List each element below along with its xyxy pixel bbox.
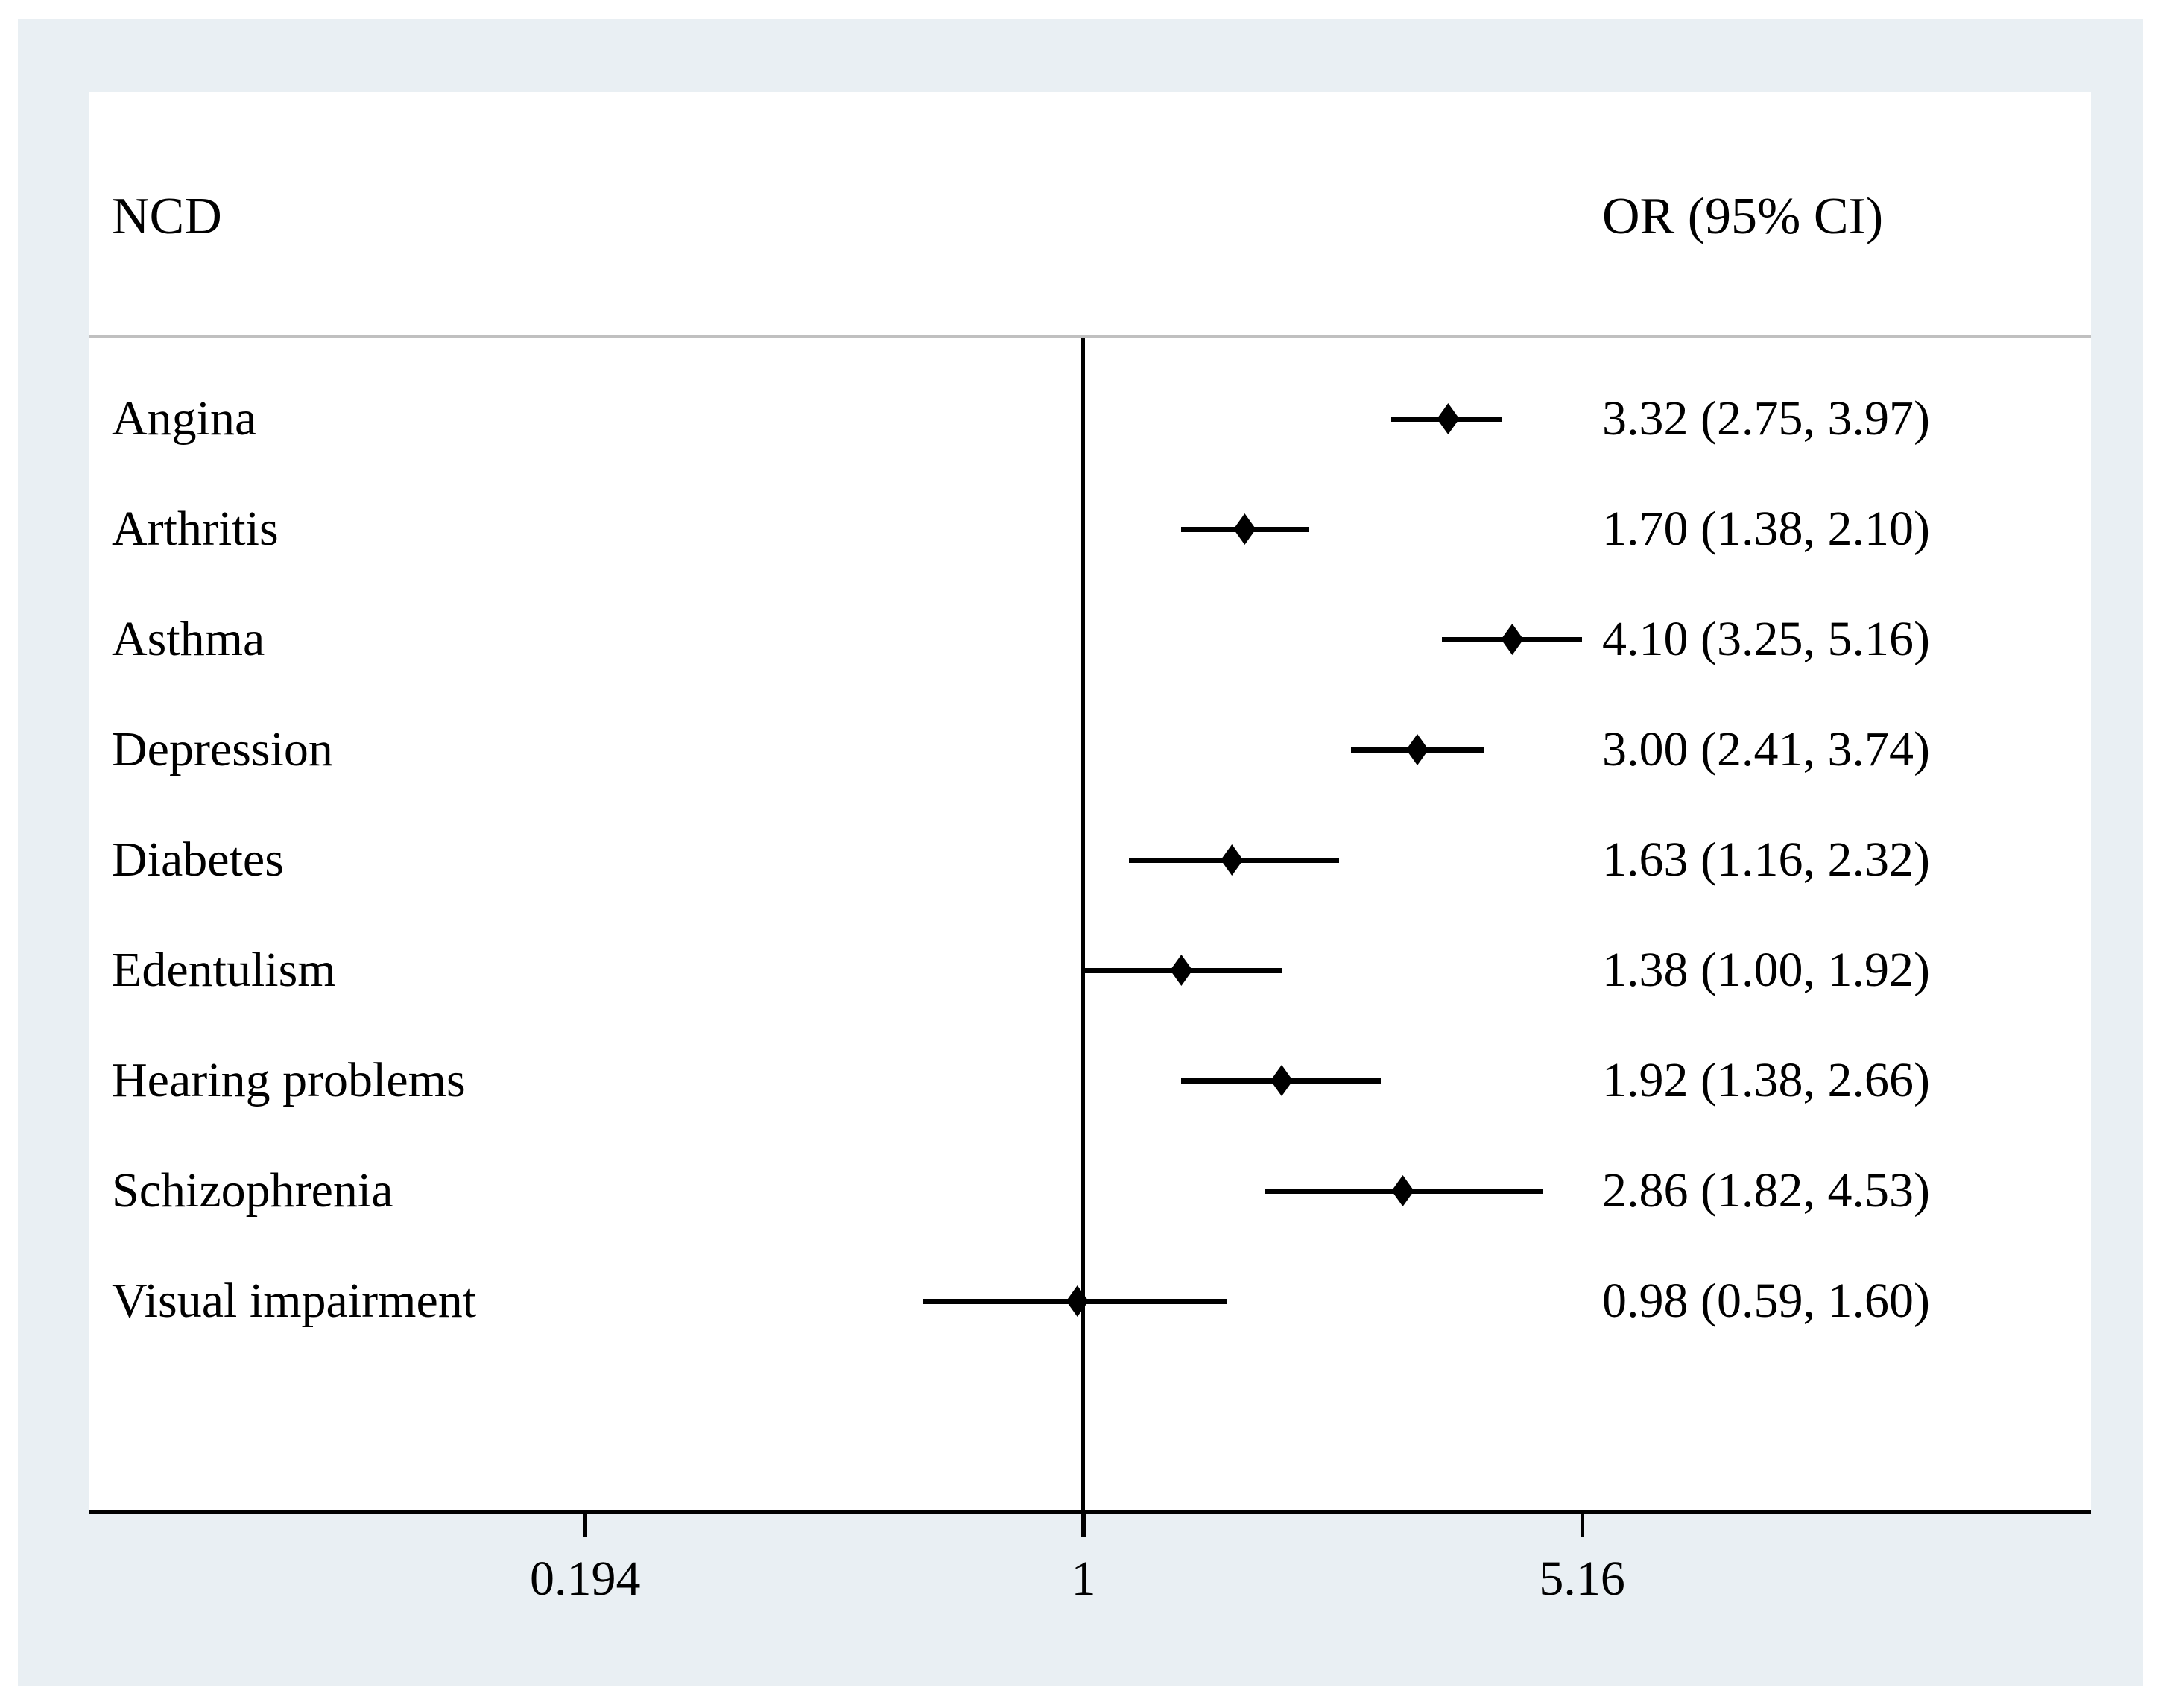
row-label-edentulism: Edentulism xyxy=(112,943,336,997)
or-value-arthritis: 1.70 (1.38, 2.10) xyxy=(1602,502,1930,556)
or-diamond-marker-visual-impairment xyxy=(1066,1285,1089,1317)
x-axis-tick-label-0.194: 0.194 xyxy=(529,1552,641,1606)
or-diamond-marker-asthma xyxy=(1501,624,1524,655)
or-value-diabetes: 1.63 (1.16, 2.32) xyxy=(1602,832,1930,887)
or-value-depression: 3.00 (2.41, 3.74) xyxy=(1602,722,1930,776)
x-axis-tick-label-1: 1 xyxy=(1071,1552,1096,1606)
or-diamond-marker-hearing-problems xyxy=(1271,1065,1294,1096)
row-label-hearing-problems: Hearing problems xyxy=(112,1053,466,1107)
row-label-depression: Depression xyxy=(112,722,333,776)
x-axis-tick-label-5.16: 5.16 xyxy=(1539,1552,1625,1606)
row-label-visual-impairment: Visual impairment xyxy=(112,1274,477,1328)
x-axis-tick-0.194 xyxy=(583,1514,588,1537)
x-axis-line xyxy=(89,1510,2091,1514)
row-label-asthma: Asthma xyxy=(112,612,265,666)
or-value-visual-impairment: 0.98 (0.59, 1.60) xyxy=(1602,1274,1930,1328)
or-diamond-marker-edentulism xyxy=(1170,955,1193,986)
or-value-hearing-problems: 1.92 (1.38, 2.66) xyxy=(1602,1053,1930,1107)
row-label-arthritis: Arthritis xyxy=(112,502,279,556)
or-diamond-marker-diabetes xyxy=(1221,844,1244,876)
x-axis-tick-5.16 xyxy=(1581,1514,1585,1537)
or-diamond-marker-arthritis xyxy=(1233,513,1256,545)
plot-panel: NCD OR (95% CI) Angina 3.32 (2.75, 3.97) A… xyxy=(89,92,2091,1606)
or-value-asthma: 4.10 (3.25, 5.16) xyxy=(1602,612,1930,666)
row-label-diabetes: Diabetes xyxy=(112,832,284,887)
row-label-angina: Angina xyxy=(112,391,257,446)
header-separator-line xyxy=(89,335,2091,338)
or-value-schizophrenia: 2.86 (1.82, 4.53) xyxy=(1602,1163,1930,1218)
or-diamond-marker-schizophrenia xyxy=(1391,1175,1414,1206)
or-value-edentulism: 1.38 (1.00, 1.92) xyxy=(1602,943,1930,997)
column-header-or-ci: OR (95% CI) xyxy=(1602,188,1884,245)
or-diamond-marker-depression xyxy=(1406,734,1429,765)
row-label-schizophrenia: Schizophrenia xyxy=(112,1163,393,1218)
column-header-ncd: NCD xyxy=(112,188,222,245)
or-diamond-marker-angina xyxy=(1437,403,1460,434)
reference-line-or-1 xyxy=(1081,338,1085,1537)
or-value-angina: 3.32 (2.75, 3.97) xyxy=(1602,391,1930,446)
figure-background: NCD OR (95% CI) Angina 3.32 (2.75, 3.97) A… xyxy=(18,19,2143,1686)
x-axis-tick-1 xyxy=(1082,1514,1086,1537)
